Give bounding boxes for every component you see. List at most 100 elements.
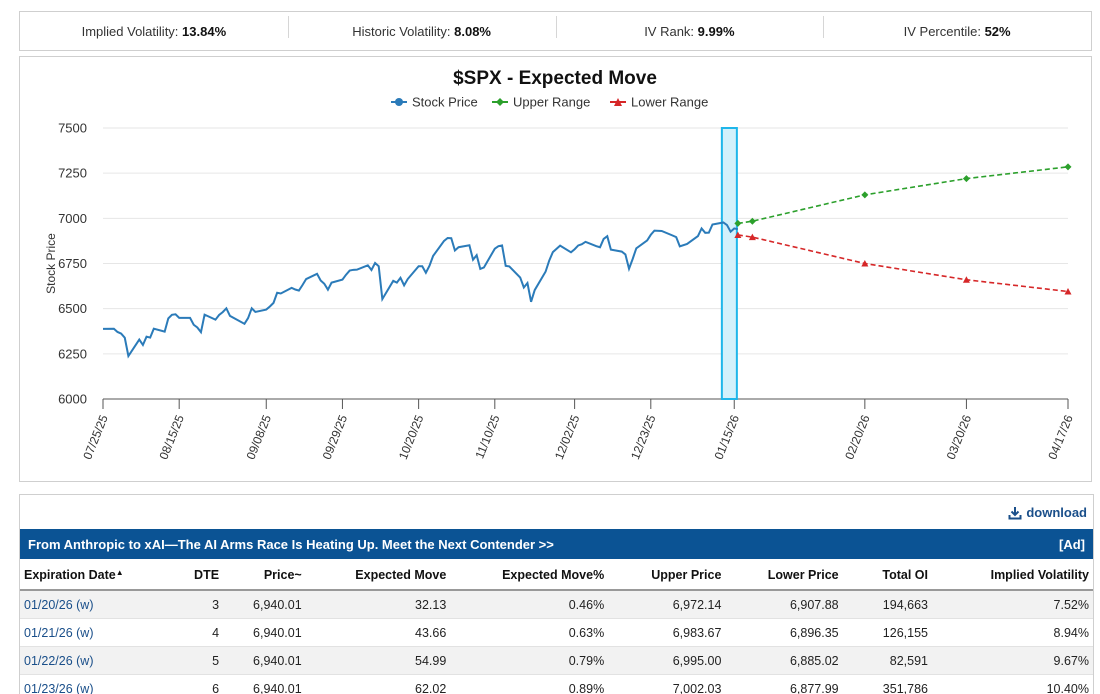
table-cell: 6,940.01 [223, 590, 306, 619]
x-tick-label: 12/23/25 [628, 413, 659, 462]
ivp-value: 52% [985, 24, 1011, 39]
table-cell: 0.79% [450, 647, 608, 675]
column-header[interactable]: Upper Price [608, 561, 725, 590]
table-cell: 6,940.01 [223, 619, 306, 647]
current-date-highlight [722, 128, 737, 399]
expiration-date-link[interactable]: 01/23/26 (w) [24, 682, 93, 694]
column-header[interactable]: Total OI [843, 561, 932, 590]
ivr-value: 9.99% [698, 24, 735, 39]
x-tick-label: 12/02/25 [552, 413, 583, 462]
table-cell: 6 [168, 675, 223, 694]
table-cell: 10.40% [932, 675, 1093, 694]
upper-range-point [963, 175, 970, 182]
sort-ascending-icon: ▲ [116, 568, 124, 577]
legend-label: Stock Price [412, 95, 478, 110]
table-cell: 43.66 [306, 619, 451, 647]
expiration-date-cell[interactable]: 01/22/26 (w) [20, 647, 168, 675]
expiration-date-cell[interactable]: 01/20/26 (w) [20, 590, 168, 619]
table-cell: 8.94% [932, 619, 1093, 647]
hv-value: 8.08% [454, 24, 491, 39]
upper-range-point [861, 191, 868, 198]
table-cell: 62.02 [306, 675, 451, 694]
ivp-label: IV Percentile: [904, 24, 981, 39]
table-cell: 6,940.01 [223, 675, 306, 694]
table-cell: 32.13 [306, 590, 451, 619]
expected-move-table-panel: download From Anthropic to xAI—The AI Ar… [19, 494, 1094, 694]
upper-range-point [1065, 163, 1072, 170]
y-tick-label: 6750 [58, 256, 87, 271]
download-icon [1008, 506, 1022, 520]
y-tick-label: 7000 [58, 211, 87, 226]
chart-title: $SPX - Expected Move [453, 68, 657, 89]
table-cell: 9.67% [932, 647, 1093, 675]
legend-marker-diamond [496, 98, 504, 106]
ad-banner[interactable]: From Anthropic to xAI—The AI Arms Race I… [20, 529, 1093, 559]
expiration-date-link[interactable]: 01/20/26 (w) [24, 598, 93, 612]
table-cell: 351,786 [843, 675, 932, 694]
legend-marker-circle [395, 98, 403, 106]
stock-price-line [103, 222, 738, 356]
y-tick-label: 7500 [58, 121, 87, 136]
x-tick-label: 08/15/25 [156, 413, 187, 462]
hv-label: Historic Volatility: [352, 24, 450, 39]
x-tick-label: 04/17/26 [1045, 413, 1076, 462]
expiration-date-link[interactable]: 01/21/26 (w) [24, 626, 93, 640]
y-axis-label: Stock Price [44, 233, 58, 294]
table-cell: 6,896.35 [725, 619, 842, 647]
column-header[interactable]: Implied Volatility [932, 561, 1093, 590]
table-cell: 6,972.14 [608, 590, 725, 619]
ivr-label: IV Rank: [644, 24, 694, 39]
table-cell: 6,885.02 [725, 647, 842, 675]
table-cell: 4 [168, 619, 223, 647]
table-cell: 7,002.03 [608, 675, 725, 694]
table-cell: 3 [168, 590, 223, 619]
x-tick-label: 11/10/25 [472, 413, 502, 461]
expiration-date-cell[interactable]: 01/21/26 (w) [20, 619, 168, 647]
ad-tag: [Ad] [1059, 537, 1085, 552]
x-tick-label: 09/08/25 [244, 413, 275, 462]
expiration-date-link[interactable]: 01/22/26 (w) [24, 654, 93, 668]
iv-value: 13.84% [182, 24, 226, 39]
table-cell: 0.89% [450, 675, 608, 694]
legend-label: Lower Range [631, 95, 708, 110]
download-button[interactable]: download [1008, 505, 1087, 520]
table-cell: 6,907.88 [725, 590, 842, 619]
y-tick-label: 6500 [58, 301, 87, 316]
iv-label: Implied Volatility: [82, 24, 179, 39]
expiration-date-cell[interactable]: 01/23/26 (w) [20, 675, 168, 694]
column-header[interactable]: Expected Move [306, 561, 451, 590]
x-tick-label: 02/20/26 [842, 413, 873, 462]
table-cell: 6,983.67 [608, 619, 725, 647]
table-cell: 126,155 [843, 619, 932, 647]
y-tick-label: 6000 [58, 392, 87, 407]
table-cell: 5 [168, 647, 223, 675]
column-header[interactable]: Expected Move% [450, 561, 608, 590]
ad-text[interactable]: From Anthropic to xAI—The AI Arms Race I… [28, 537, 554, 552]
y-tick-label: 7250 [58, 166, 87, 181]
y-tick-label: 6250 [58, 346, 87, 361]
x-tick-label: 09/29/25 [320, 413, 351, 462]
upper-range-line [738, 167, 1068, 224]
column-header[interactable]: Expiration Date▲ [20, 561, 168, 590]
download-label: download [1026, 505, 1087, 520]
table-cell: 54.99 [306, 647, 451, 675]
volatility-stats-bar: Implied Volatility: 13.84% Historic Vola… [19, 11, 1092, 51]
table-cell: 7.52% [932, 590, 1093, 619]
column-header[interactable]: DTE [168, 561, 223, 590]
table-cell: 6,995.00 [608, 647, 725, 675]
column-header[interactable]: Lower Price [725, 561, 842, 590]
table-cell: 6,877.99 [725, 675, 842, 694]
iv-rank-stat: IV Rank: 9.99% [556, 24, 824, 39]
x-tick-label: 10/20/25 [396, 413, 427, 462]
column-header[interactable]: Price~ [223, 561, 306, 590]
table-cell: 0.46% [450, 590, 608, 619]
